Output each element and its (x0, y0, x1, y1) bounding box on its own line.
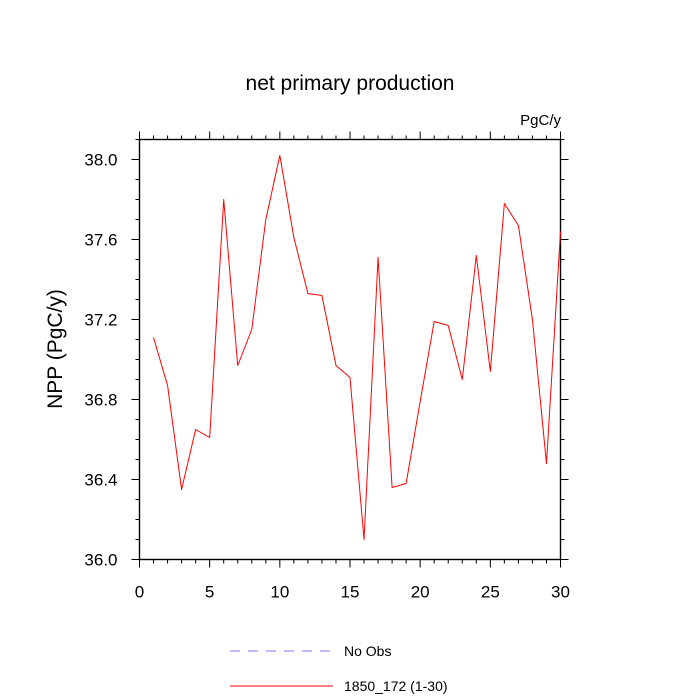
chart-title: net primary production (246, 72, 455, 95)
x-tick-label: 15 (341, 583, 360, 602)
y-tick-label: 36.0 (84, 551, 117, 570)
legend-label: No Obs (344, 643, 391, 659)
y-axis-ticks: 36.0 36.4 36.8 37.2 37.6 38.0 (84, 139, 569, 570)
series-line (153, 155, 561, 540)
y-tick-label: 37.6 (84, 231, 117, 250)
plot-frame (138, 138, 562, 561)
y-tick-label: 36.8 (84, 391, 117, 410)
y-tick-label: 36.4 (84, 471, 117, 490)
y-tick-label: 37.2 (84, 311, 117, 330)
x-tick-label: 0 (135, 583, 144, 602)
x-tick-label: 10 (270, 583, 289, 602)
series-lines (153, 155, 561, 540)
x-axis-ticks: 0 5 10 15 20 25 30 (135, 131, 570, 602)
x-tick-label: 20 (411, 583, 430, 602)
x-tick-label: 30 (551, 583, 570, 602)
legend: No Obs 1850_172 (1-30) (230, 643, 448, 694)
units-label: PgC/y (520, 112, 561, 129)
y-tick-label: 38.0 (84, 151, 117, 170)
x-tick-label: 5 (205, 583, 214, 602)
legend-label: 1850_172 (1-30) (344, 678, 448, 694)
y-axis-label: NPP (PgC/y) (44, 289, 67, 409)
x-tick-label: 25 (481, 583, 500, 602)
